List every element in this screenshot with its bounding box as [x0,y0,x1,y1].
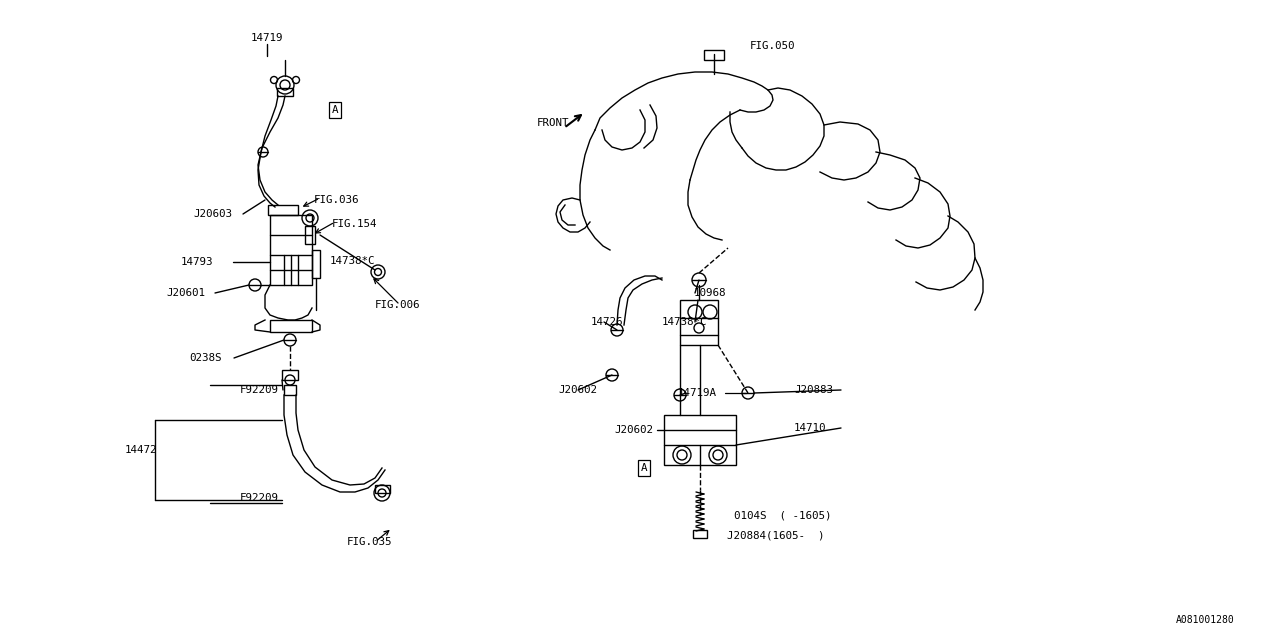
Text: FIG.050: FIG.050 [750,41,795,51]
Text: FRONT: FRONT [538,118,570,128]
Text: F92209: F92209 [241,385,279,395]
Text: 14738*C: 14738*C [662,317,708,327]
Bar [282,370,298,380]
Text: 14738*C: 14738*C [330,256,375,266]
Text: 14726: 14726 [591,317,623,327]
Bar [664,415,736,465]
Text: FIG.036: FIG.036 [314,195,360,205]
Bar [268,205,298,215]
Bar [284,385,296,395]
Text: 0238S: 0238S [189,353,221,363]
Bar [276,88,293,96]
Text: FIG.035: FIG.035 [347,537,393,547]
Bar [312,250,320,278]
Text: 14719: 14719 [251,33,283,43]
Bar [270,320,312,332]
Bar [692,530,707,538]
Text: J20602: J20602 [558,385,596,395]
Text: 14793: 14793 [180,257,214,267]
Text: 14710: 14710 [794,423,827,433]
Text: F92209: F92209 [241,493,279,503]
Text: J20883: J20883 [794,385,833,395]
Text: A: A [641,463,648,473]
Bar [375,485,390,493]
Text: FIG.006: FIG.006 [375,300,421,310]
Text: J20603: J20603 [193,209,232,219]
Bar [305,226,315,244]
Bar [704,50,724,60]
Text: A081001280: A081001280 [1176,615,1235,625]
Text: 0104S  ( -1605): 0104S ( -1605) [733,510,832,520]
Text: J20602: J20602 [614,425,653,435]
Text: 14719A: 14719A [678,388,717,398]
Text: J20601: J20601 [166,288,205,298]
Text: 10968: 10968 [694,288,727,298]
Bar [680,300,718,345]
Text: A: A [332,105,338,115]
Bar [270,215,312,285]
Text: J20884(1605-  ): J20884(1605- ) [727,530,824,540]
Text: FIG.154: FIG.154 [332,219,378,229]
Text: 14472: 14472 [125,445,157,455]
